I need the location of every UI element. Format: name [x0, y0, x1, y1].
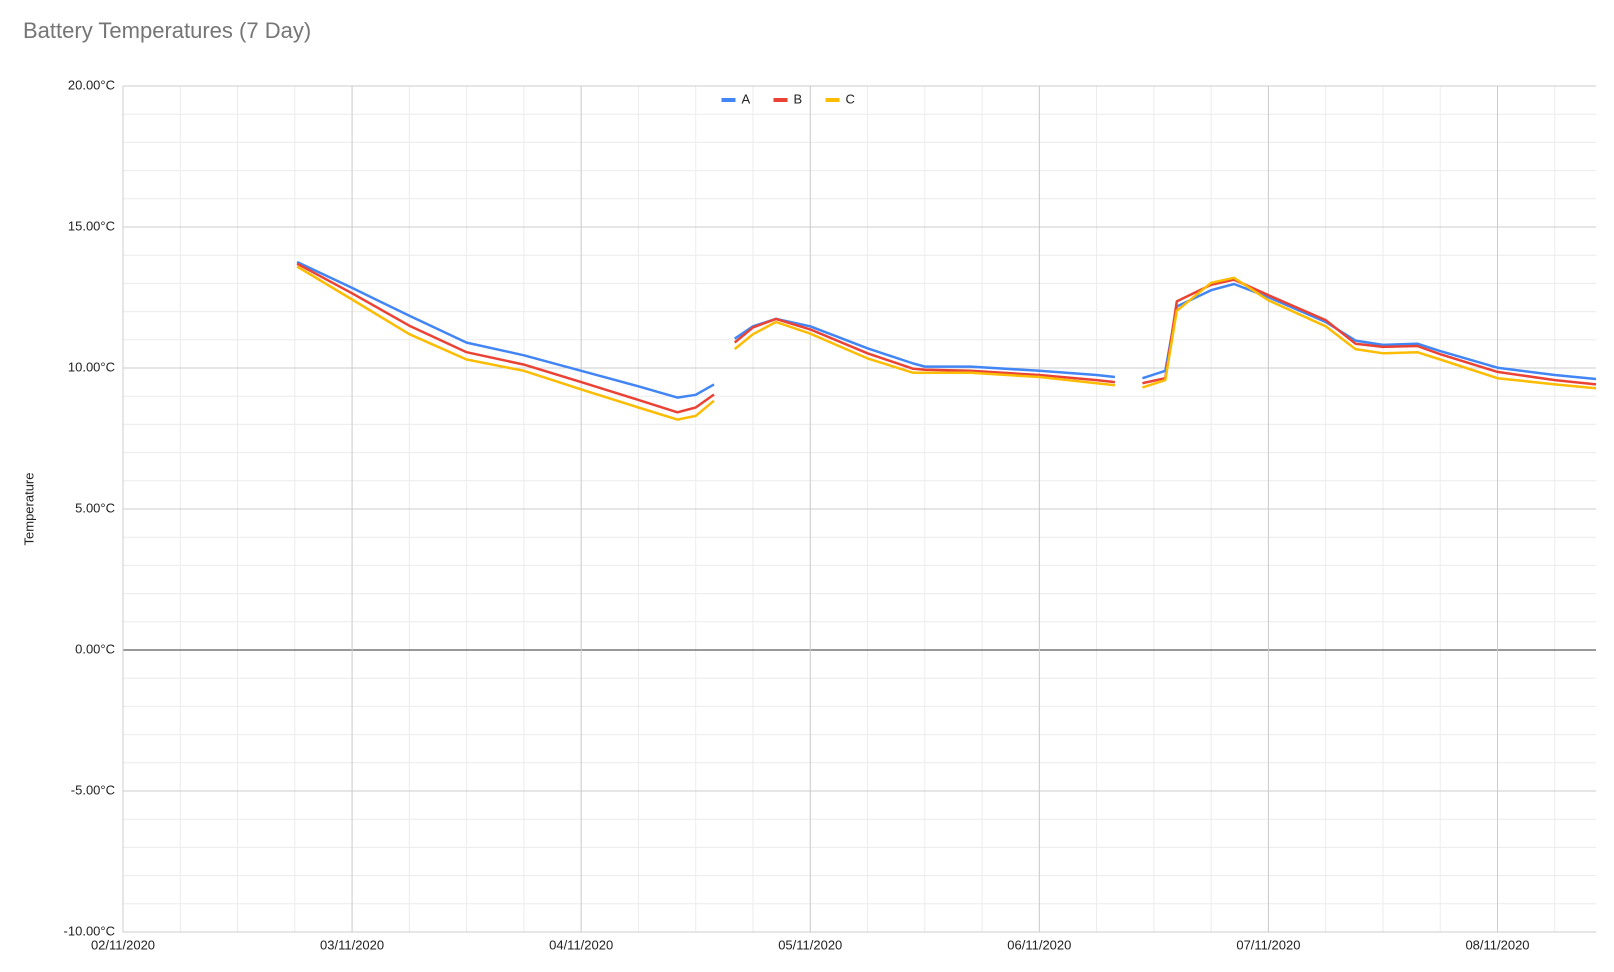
- y-axis-label: Temperature: [21, 473, 36, 546]
- legend-label: A: [742, 91, 751, 106]
- y-tick-label: 15.00°C: [68, 218, 115, 233]
- x-tick-label: 03/11/2020: [320, 937, 384, 952]
- y-tick-label: -5.00°C: [71, 782, 115, 797]
- y-tick-label: -10.00°C: [64, 923, 115, 938]
- legend-label: C: [846, 91, 855, 106]
- x-tick-label: 07/11/2020: [1236, 937, 1300, 952]
- y-tick-label: 0.00°C: [75, 641, 115, 656]
- chart-title: Battery Temperatures (7 Day): [23, 18, 311, 43]
- x-tick-label: 02/11/2020: [91, 937, 155, 952]
- series-line: [296, 262, 1597, 414]
- x-tick-label: 04/11/2020: [549, 937, 613, 952]
- y-tick-label: 10.00°C: [68, 359, 115, 374]
- y-tick-label: 5.00°C: [75, 500, 115, 515]
- series-line: [296, 260, 1597, 399]
- series-line: [296, 265, 1597, 421]
- x-tick-label: 05/11/2020: [778, 937, 842, 952]
- x-tick-label: 06/11/2020: [1007, 937, 1071, 952]
- legend-label: B: [794, 91, 803, 106]
- x-tick-label: 08/11/2020: [1465, 937, 1529, 952]
- y-tick-label: 20.00°C: [68, 77, 115, 92]
